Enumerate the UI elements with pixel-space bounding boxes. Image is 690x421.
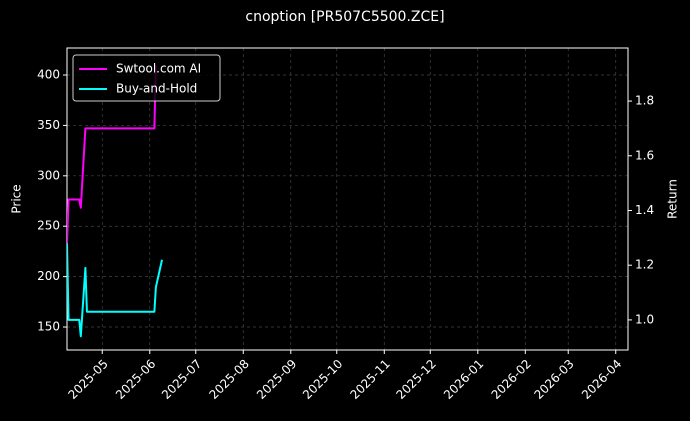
plot-frame bbox=[66, 47, 629, 351]
y2-tick-label: 1.4 bbox=[635, 203, 654, 217]
y-tick-label: 250 bbox=[37, 219, 60, 233]
y2-tick-label: 1.2 bbox=[635, 258, 654, 272]
chart-title: cnoption [PR507C5500.ZCE] bbox=[245, 9, 444, 25]
y-tick-label: 350 bbox=[37, 118, 60, 132]
y-tick-label: 400 bbox=[37, 68, 60, 82]
y2-tick-label: 1.0 bbox=[635, 312, 654, 326]
y-tick-label: 300 bbox=[37, 168, 60, 182]
series-line bbox=[67, 243, 164, 338]
y2-tick-label: 1.8 bbox=[635, 94, 654, 108]
y2-tick-label: 1.6 bbox=[635, 148, 654, 162]
legend-label: Buy-and-Hold bbox=[116, 82, 197, 96]
legend-box bbox=[72, 54, 221, 102]
legend-label: Swtool.com AI bbox=[116, 62, 201, 76]
y-tick-label: 150 bbox=[37, 320, 60, 334]
y-tick-label: 200 bbox=[37, 269, 60, 283]
series-line bbox=[67, 65, 157, 244]
plot-area bbox=[67, 65, 164, 338]
y2-axis-label: Return bbox=[666, 179, 680, 219]
y-axis-label: Price bbox=[10, 184, 24, 213]
